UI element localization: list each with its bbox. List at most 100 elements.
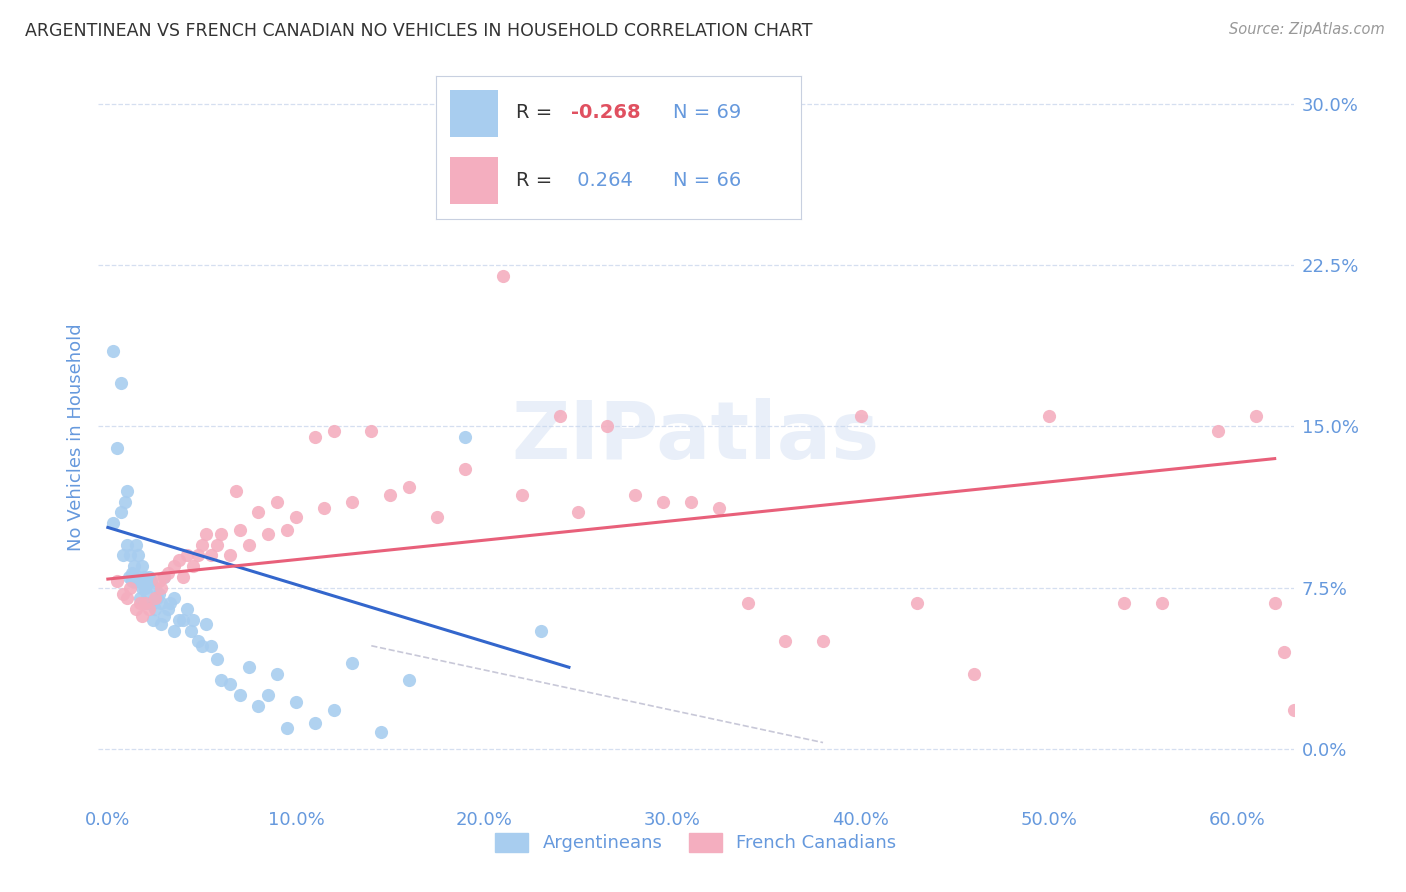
Point [148, 587, 170, 601]
Point [127, 570, 149, 584]
Point [1150, 596, 1173, 610]
Point [247, 698, 270, 713]
Text: -0.268: -0.268 [571, 103, 641, 122]
FancyBboxPatch shape [450, 157, 498, 204]
Point [143, 591, 166, 606]
Legend: Argentineans, French Canadians: Argentineans, French Canadians [488, 826, 904, 860]
Point [131, 608, 153, 623]
Point [225, 483, 247, 498]
Point [136, 587, 159, 601]
Point [128, 574, 150, 589]
Point [426, 509, 449, 524]
Text: Source: ZipAtlas.com: Source: ZipAtlas.com [1229, 22, 1385, 37]
Point [143, 602, 166, 616]
Point [127, 549, 149, 563]
Point [159, 596, 181, 610]
Point [143, 581, 166, 595]
Point [125, 538, 148, 552]
Point [567, 505, 589, 519]
Text: 0.264: 0.264 [571, 170, 633, 189]
Point [149, 596, 172, 610]
Point [169, 613, 191, 627]
Point [398, 479, 420, 493]
Point [219, 549, 242, 563]
Text: ARGENTINEAN VS FRENCH CANADIAN NO VEHICLES IN HOUSEHOLD CORRELATION CHART: ARGENTINEAN VS FRENCH CANADIAN NO VEHICL… [25, 22, 813, 40]
Point [681, 494, 703, 508]
Point [205, 538, 228, 552]
Point [125, 574, 148, 589]
Point [121, 566, 143, 580]
Point [114, 494, 136, 508]
Point [181, 613, 204, 627]
Point [849, 409, 872, 423]
Point [134, 581, 156, 595]
Point [737, 596, 759, 610]
Point [110, 505, 132, 519]
Point [115, 591, 138, 606]
Point [103, 344, 125, 359]
Point [157, 602, 180, 616]
Point [172, 570, 194, 584]
Point [342, 656, 364, 670]
Point [1114, 596, 1136, 610]
Point [209, 673, 232, 688]
Point [1038, 409, 1060, 423]
Point [149, 617, 172, 632]
Point [1264, 596, 1286, 610]
Point [492, 268, 515, 283]
Point [266, 666, 288, 681]
Point [187, 549, 209, 563]
Point [709, 501, 731, 516]
Point [125, 602, 148, 616]
Point [285, 509, 308, 524]
Point [247, 505, 270, 519]
Point [142, 596, 165, 610]
Point [138, 602, 160, 616]
Point [117, 570, 139, 584]
Point [623, 488, 645, 502]
Point [105, 441, 128, 455]
Point [219, 677, 242, 691]
Point [132, 570, 155, 584]
Point [153, 570, 176, 584]
Point [378, 488, 401, 502]
Point [1206, 424, 1229, 438]
Point [120, 549, 142, 563]
Point [103, 516, 125, 530]
Point [510, 488, 533, 502]
Point [139, 574, 162, 589]
Point [905, 596, 928, 610]
Point [342, 494, 364, 508]
Point [322, 424, 344, 438]
Point [138, 570, 160, 584]
Point [163, 559, 186, 574]
Point [200, 549, 222, 563]
Point [228, 523, 250, 537]
Point [200, 639, 222, 653]
Text: N = 66: N = 66 [673, 170, 742, 189]
Text: N = 69: N = 69 [673, 103, 742, 122]
Point [172, 613, 194, 627]
Point [454, 430, 477, 444]
Point [256, 527, 278, 541]
Point [530, 624, 553, 638]
Point [134, 596, 156, 610]
Point [194, 617, 217, 632]
Point [134, 596, 156, 610]
Point [163, 591, 186, 606]
Point [360, 424, 382, 438]
Point [238, 538, 260, 552]
Point [176, 602, 198, 616]
Point [962, 666, 984, 681]
Point [142, 613, 165, 627]
Point [191, 538, 214, 552]
Point [181, 559, 204, 574]
Point [149, 581, 172, 595]
Point [285, 695, 308, 709]
Point [276, 523, 298, 537]
Point [145, 591, 167, 606]
Point [153, 570, 176, 584]
Point [110, 376, 132, 391]
Point [205, 651, 228, 665]
Point [169, 552, 191, 566]
